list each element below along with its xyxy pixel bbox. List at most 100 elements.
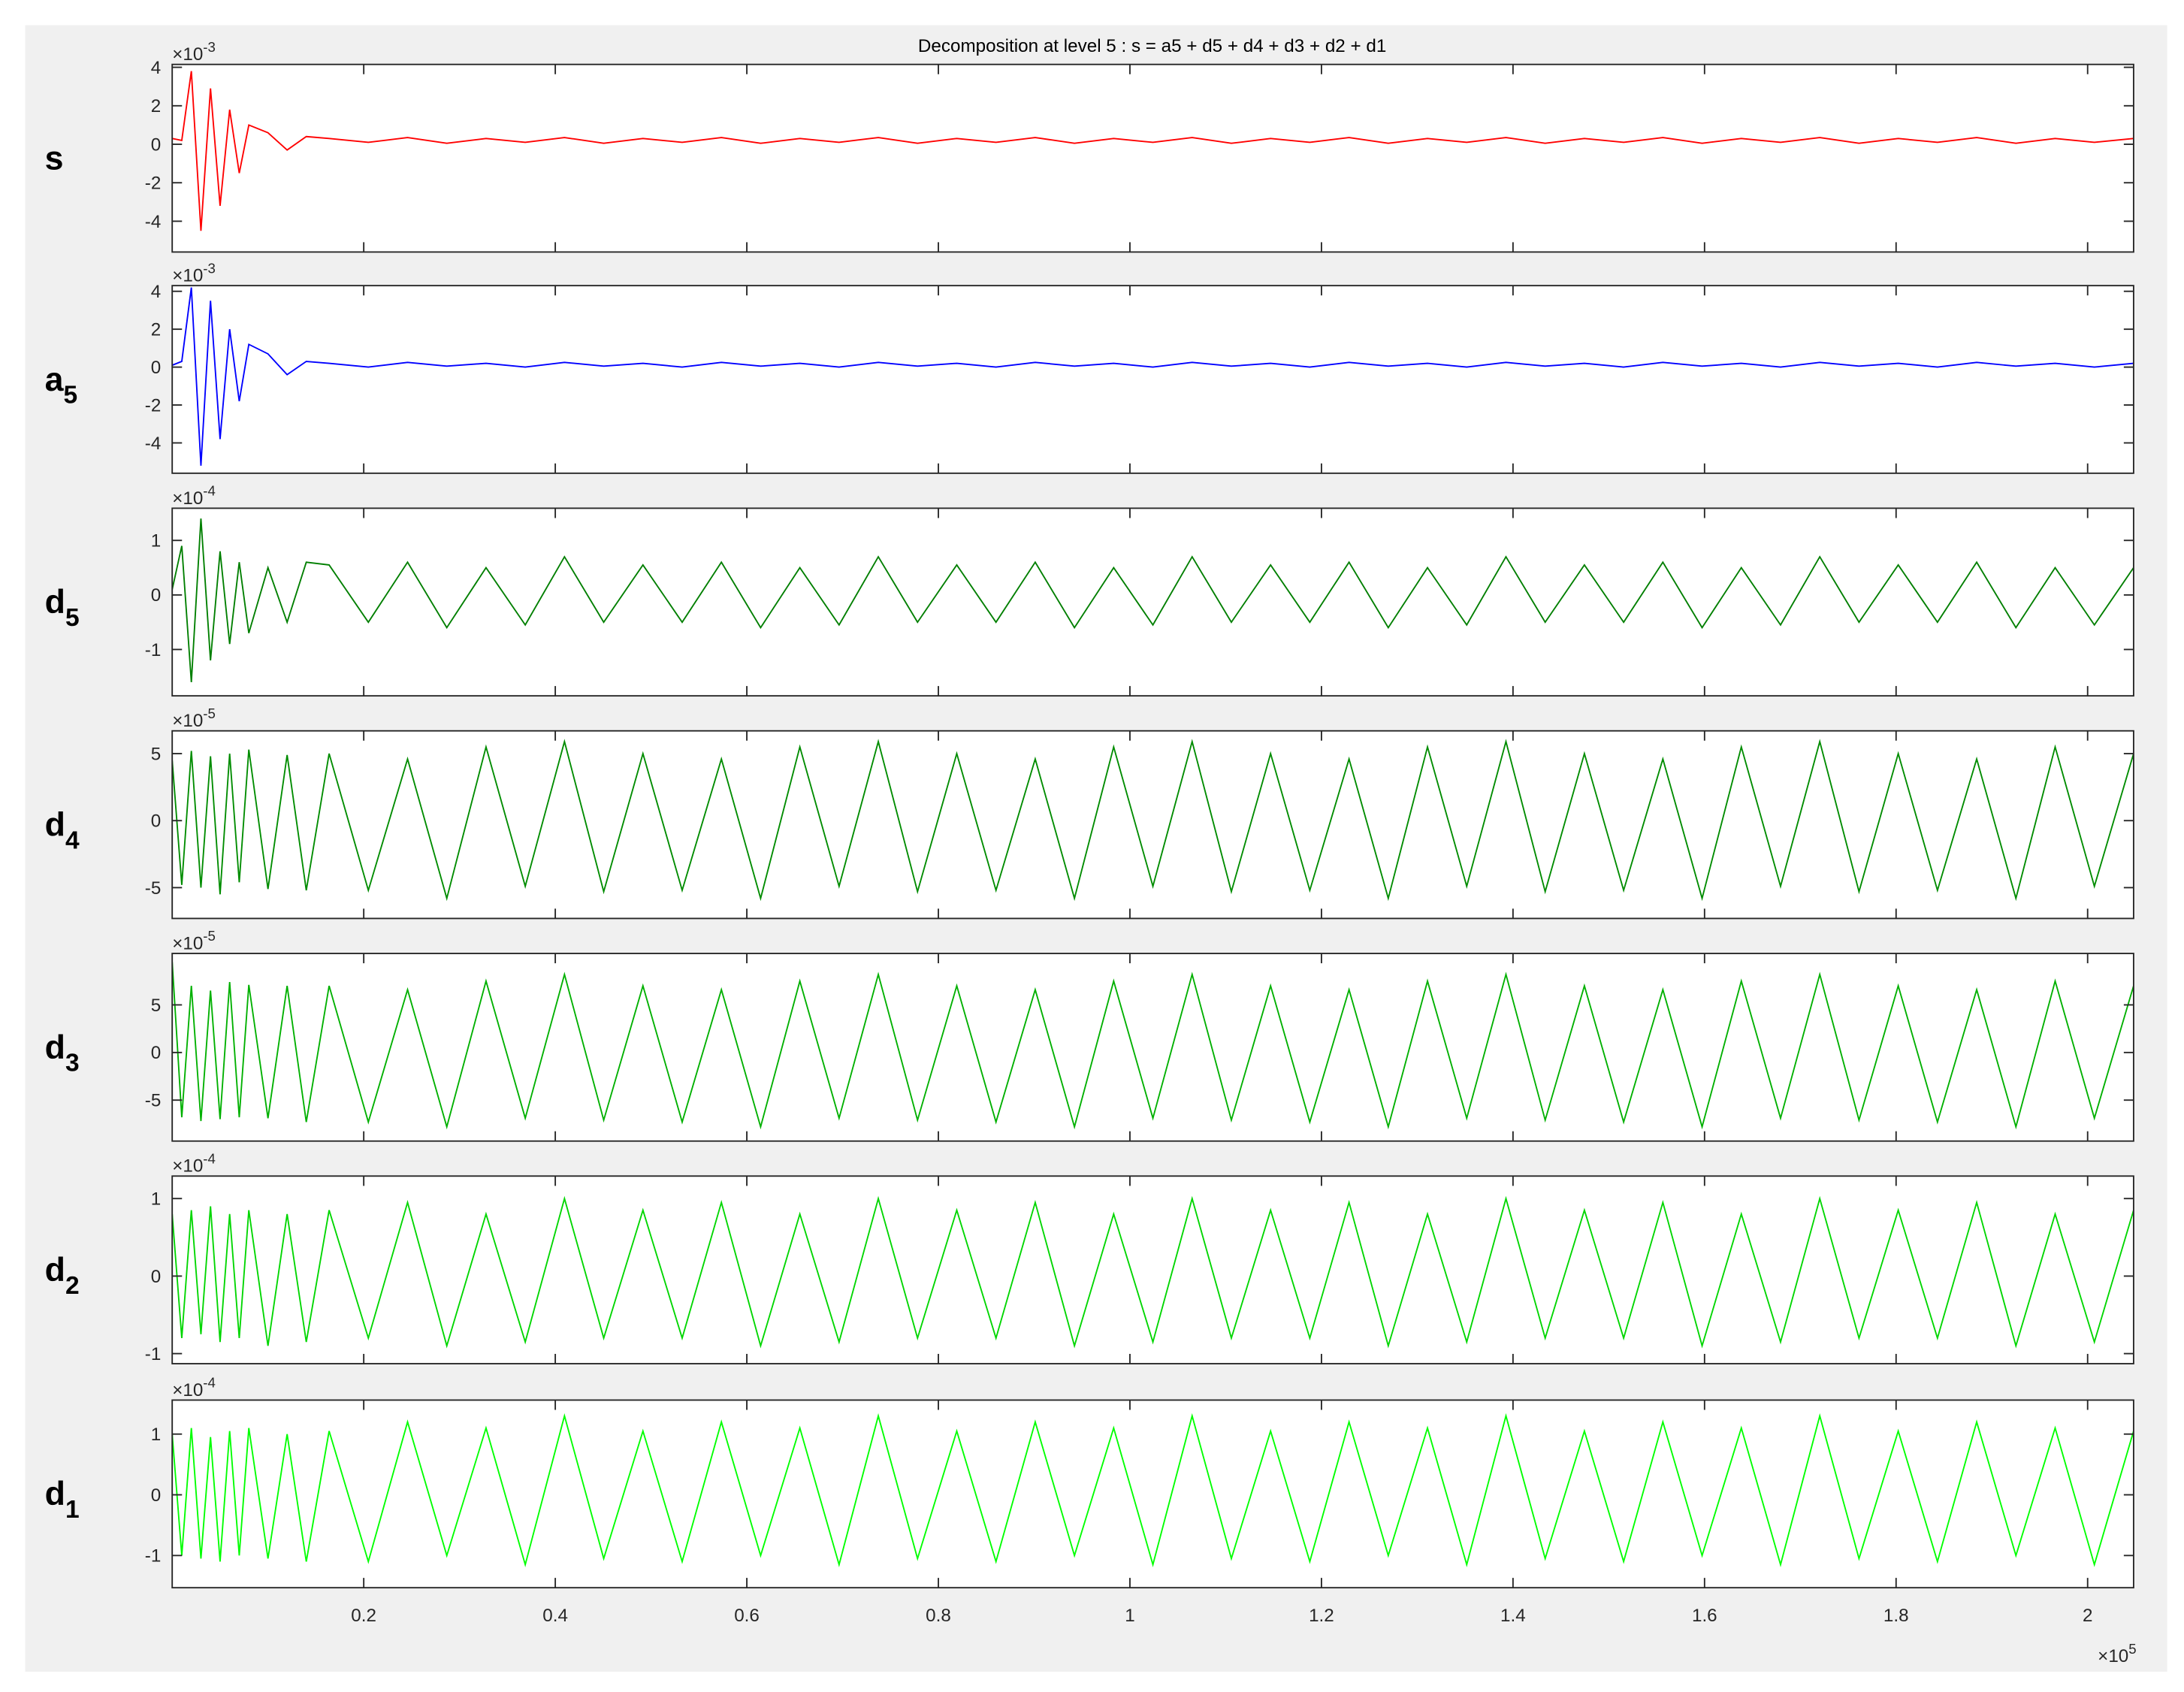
axis-multiplier: ×105 [2098,1641,2136,1666]
signal-line [172,1413,2134,1567]
row-label: s [45,140,64,177]
x-tick-label: 2 [2083,1606,2092,1626]
y-tick-label: -4 [145,212,162,232]
row-label-sub: 3 [65,1050,80,1077]
y-tick-label: 0 [151,1485,161,1506]
multiplier-base: ×10 [172,1380,203,1400]
y-tick-label: 0 [151,1267,161,1287]
row-label-main: d [45,584,65,621]
signal-line [172,962,2134,1130]
multiplier-base: ×10 [172,44,203,65]
row-label: d5 [45,584,80,632]
y-tick-label: 0 [151,134,161,155]
axis-multiplier: ×10-3 [172,260,216,286]
x-tick-label: 1.6 [1692,1606,1717,1626]
row-label: a5 [45,361,78,409]
x-tick-label: 1.2 [1309,1606,1334,1626]
signal-line [172,1195,2134,1349]
y-tick-label: -2 [145,395,162,415]
chart-title: Decomposition at level 5 : s = a5 + d5 +… [918,36,1386,56]
axis-multiplier: ×10-4 [172,1375,216,1400]
axes-frame [171,507,2134,697]
y-tick-label: 4 [151,58,161,78]
y-tick-label: -4 [145,434,162,454]
y-tick-label: 0 [151,358,161,378]
row-label-sub: 4 [65,826,80,854]
y-tick-label: 0 [151,585,161,606]
row-label-main: d [45,1029,65,1066]
row-label-sub: 1 [65,1496,80,1524]
axis-multiplier: ×10-4 [172,1151,216,1177]
y-tick-label: 4 [151,282,161,302]
axis-multiplier: ×10-5 [172,928,216,953]
axes-frame [171,730,2134,920]
row-label-sub: 2 [65,1272,80,1300]
axes-background [172,1400,2134,1588]
multiplier-base: ×10 [2098,1646,2128,1666]
row-label-sub: 5 [65,604,80,632]
signal-line [172,71,2134,231]
multiplier-exponent: -4 [203,1151,216,1167]
x-tick-label: 0.2 [351,1606,376,1626]
row-label-main: d [45,806,65,843]
multiplier-exponent: -5 [203,928,216,944]
y-tick-label: 5 [151,996,161,1016]
y-tick-label: 0 [151,1043,161,1063]
row-label-main: d [45,1252,65,1289]
multiplier-base: ×10 [172,488,203,509]
y-tick-label: -1 [145,1546,162,1567]
x-tick-label: 1.4 [1500,1606,1526,1626]
row-label: d2 [45,1252,80,1300]
y-tick-label: -1 [145,640,162,660]
y-tick-label: -1 [145,1344,162,1364]
signal-line [172,518,2134,683]
y-tick-label: 5 [151,744,161,764]
x-tick-label: 1.8 [1883,1606,1909,1626]
x-tick-label: 0.4 [542,1606,568,1626]
x-tick-label: 1 [1125,1606,1134,1626]
axis-multiplier: ×10-4 [172,483,216,509]
y-tick-label: 1 [151,531,161,551]
multiplier-exponent: -3 [203,260,216,276]
axes-background [172,64,2134,252]
axes-background [172,508,2134,696]
axes-frame [171,1175,2134,1364]
y-tick-label: 0 [151,811,161,832]
axes-background [172,953,2134,1141]
axes-background [172,1176,2134,1364]
row-label-sub: 5 [64,382,78,409]
row-label-main: s [45,140,64,177]
axes-frame [171,63,2134,253]
axis-multiplier: ×10-3 [172,39,216,65]
y-tick-label: 2 [151,96,161,116]
multiplier-base: ×10 [172,266,203,286]
y-tick-label: -5 [145,1091,162,1111]
y-tick-label: -5 [145,878,162,899]
axes-frame [171,953,2134,1142]
row-label-main: a [45,361,65,398]
axes-background [172,286,2134,473]
multiplier-exponent: -5 [203,706,216,721]
row-label: d3 [45,1029,80,1077]
multiplier-base: ×10 [172,1156,203,1177]
y-tick-label: -2 [145,174,162,194]
y-tick-label: 2 [151,320,161,340]
y-tick-label: 1 [151,1425,161,1445]
multiplier-exponent: -4 [203,483,216,499]
multiplier-exponent: -3 [203,39,216,55]
multiplier-base: ×10 [172,933,203,953]
row-label: d4 [45,806,80,854]
x-tick-label: 0.8 [926,1606,951,1626]
signal-line [172,287,2134,466]
axis-multiplier: ×10-5 [172,706,216,731]
row-label-main: d [45,1476,65,1512]
y-tick-label: 1 [151,1189,161,1210]
signal-line [172,739,2134,902]
axes-frame [171,1399,2134,1589]
axes-frame [171,285,2134,474]
multiplier-exponent: 5 [2128,1641,2136,1657]
multiplier-exponent: -4 [203,1375,216,1391]
row-label: d1 [45,1476,80,1524]
